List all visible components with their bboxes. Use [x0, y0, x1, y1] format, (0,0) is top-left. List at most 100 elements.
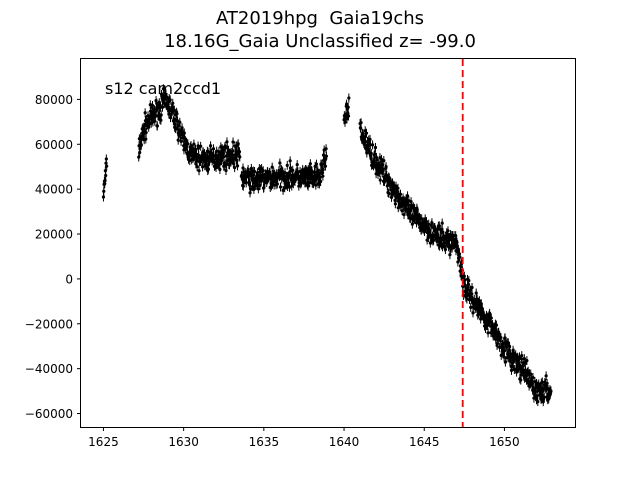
data-point: [278, 161, 282, 165]
data-point: [195, 164, 199, 169]
data-point: [520, 354, 524, 358]
data-point: [199, 144, 203, 148]
data-point: [222, 155, 226, 159]
data-point: [306, 184, 310, 188]
x-tick-label: 1650: [489, 435, 520, 449]
data-point: [231, 149, 235, 153]
data-point: [359, 121, 363, 125]
data-point: [443, 247, 448, 252]
data-point: [150, 103, 155, 108]
data-point: [364, 131, 369, 135]
data-point: [314, 183, 318, 187]
data-point: [394, 184, 398, 188]
data-point: [314, 162, 319, 166]
data-point: [236, 142, 240, 146]
data-point: [521, 363, 525, 368]
data-point: [319, 179, 323, 184]
data-point: [393, 202, 397, 206]
data-point: [270, 165, 274, 169]
data-point: [261, 169, 265, 173]
chart-title: AT2019hpg Gaia19chs: [215, 8, 425, 29]
data-point: [511, 365, 515, 369]
data-point: [143, 111, 147, 115]
data-point: [235, 164, 240, 168]
data-point: [542, 395, 546, 399]
data-point: [196, 146, 201, 150]
data-point: [532, 396, 536, 400]
data-point: [144, 130, 148, 135]
data-point: [387, 176, 391, 180]
data-point: [415, 208, 419, 212]
data-point: [431, 238, 436, 242]
data-point: [144, 137, 148, 141]
data-point: [368, 137, 372, 141]
data-point: [178, 120, 182, 124]
y-tick-label: −40000: [25, 362, 73, 376]
data-point: [323, 164, 328, 168]
data-point: [105, 164, 109, 168]
data-point: [549, 389, 553, 393]
data-point: [402, 213, 406, 217]
data-point: [540, 380, 544, 384]
data-point: [346, 105, 350, 109]
data-point: [192, 142, 196, 146]
data-point: [155, 124, 159, 128]
data-point: [186, 142, 190, 146]
x-tick-label: 1635: [249, 435, 280, 449]
data-point: [160, 105, 165, 109]
data-point: [345, 117, 349, 121]
data-point: [104, 157, 108, 161]
data-point: [435, 239, 439, 243]
data-point: [346, 114, 351, 118]
data-point: [373, 152, 377, 156]
y-tick-label: −60000: [25, 407, 73, 421]
data-point: [494, 337, 498, 342]
data-point: [275, 182, 279, 186]
data-point: [256, 187, 260, 191]
data-point: [489, 316, 493, 320]
data-point: [515, 370, 519, 374]
chart-subtitle: 18.16G_Gaia Unclassified z= -99.0: [164, 31, 476, 52]
data-point: [424, 219, 429, 224]
data-point: [373, 145, 378, 150]
data-point: [312, 170, 317, 174]
data-point: [470, 285, 474, 290]
data-point: [102, 189, 106, 193]
data-point: [440, 221, 444, 225]
data-point: [248, 181, 252, 185]
data-point: [494, 323, 499, 327]
data-point: [535, 394, 539, 398]
data-point: [427, 222, 431, 226]
data-point: [370, 143, 375, 147]
data-point: [197, 169, 201, 173]
data-point: [471, 311, 475, 315]
data-point: [531, 375, 535, 380]
y-tick-label: 60000: [35, 138, 73, 152]
data-point: [249, 187, 253, 191]
data-point: [172, 108, 176, 112]
data-point: [321, 167, 325, 172]
data-point: [244, 181, 248, 185]
data-point: [400, 209, 404, 213]
data-point: [544, 374, 548, 378]
x-tick-label: 1630: [168, 435, 199, 449]
data-point: [180, 126, 184, 130]
data-point: [285, 163, 289, 167]
data-point: [139, 143, 143, 147]
data-point: [235, 159, 239, 163]
data-point: [197, 153, 201, 157]
data-point: [347, 96, 351, 100]
data-point: [224, 168, 228, 173]
data-point: [159, 113, 163, 117]
data-point: [288, 159, 292, 163]
data-point: [324, 147, 328, 151]
x-tick-label: 1625: [88, 435, 119, 449]
data-point: [375, 158, 379, 162]
data-point: [463, 278, 467, 282]
data-point: [486, 331, 490, 335]
data-point: [448, 253, 452, 257]
data-point: [321, 174, 325, 178]
data-point: [104, 173, 108, 178]
y-tick-label: −20000: [25, 317, 73, 331]
data-point: [175, 112, 179, 116]
